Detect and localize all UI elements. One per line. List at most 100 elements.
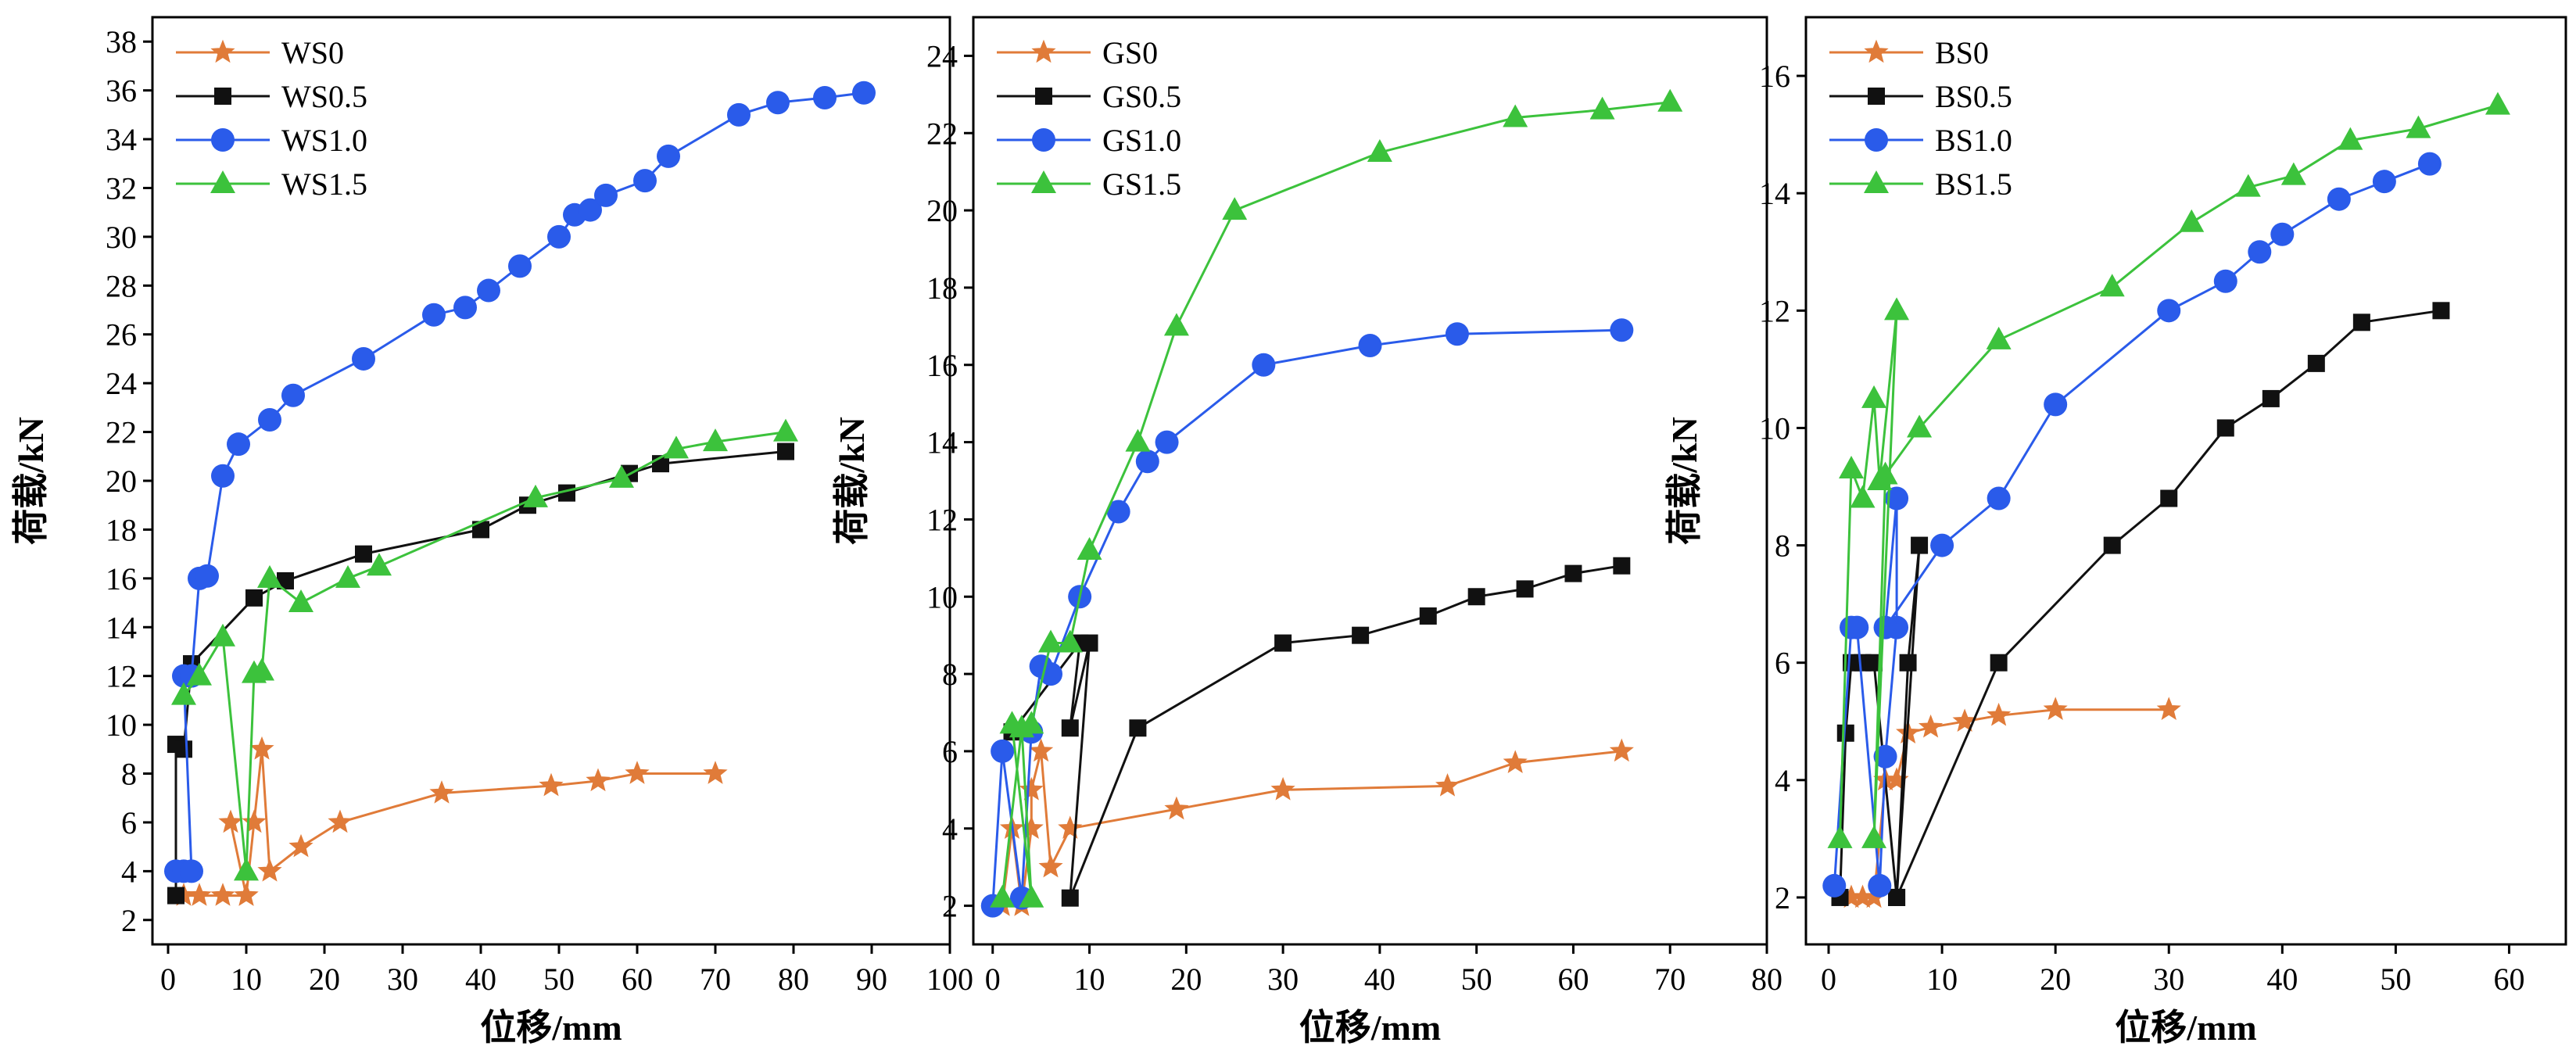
data-point [1019, 711, 1044, 734]
y-tick-label: 4 [1775, 763, 1790, 798]
data-point [2338, 127, 2363, 150]
data-point [422, 303, 446, 327]
data-point [1061, 719, 1079, 737]
series-WS0 [171, 736, 728, 906]
legend-marker [1031, 170, 1056, 193]
data-point [1029, 738, 1054, 762]
data-point [477, 278, 500, 303]
data-point [852, 81, 876, 105]
x-tick-label: 80 [778, 962, 809, 997]
data-point [258, 407, 281, 432]
y-tick-label: 6 [121, 805, 137, 840]
data-point [1907, 414, 1933, 438]
legend-label: BS1.0 [1935, 123, 2012, 158]
x-axis-title: 位移/mm [1299, 1008, 1441, 1048]
y-tick-label: 12 [1759, 293, 1790, 328]
legend-label: WS1.5 [281, 167, 367, 202]
data-point [1839, 455, 1865, 478]
data-point [1822, 873, 1847, 897]
legend-marker [214, 88, 231, 105]
x-tick-label: 100 [926, 962, 973, 997]
data-point [1885, 486, 1909, 511]
series-line [1011, 564, 1622, 899]
y-tick-label: 16 [106, 561, 137, 596]
data-point [2179, 209, 2205, 232]
legend-label: WS0 [281, 35, 344, 70]
x-tick-label: 50 [2380, 962, 2411, 997]
legend-marker [1865, 128, 1888, 152]
y-tick-label: 6 [1775, 646, 1790, 681]
data-point [1222, 197, 1248, 220]
x-axis-title: 位移/mm [480, 1008, 622, 1048]
chart-panel-3: 0 10 20 30 40 50 60246810121416位移/mm荷载/kNBS0BS… [1664, 16, 2567, 1048]
y-tick-label: 18 [106, 512, 137, 547]
data-point [1503, 104, 1528, 127]
data-point [539, 772, 564, 797]
data-point [2156, 697, 2181, 721]
data-point [633, 169, 657, 193]
series-line [1839, 309, 2442, 898]
data-point [1986, 326, 2012, 349]
data-point [2280, 162, 2306, 185]
plot-frame [151, 16, 951, 946]
data-point [453, 296, 477, 320]
x-tick-label: 10 [1926, 962, 1958, 997]
data-point [1836, 724, 1854, 742]
data-point [257, 564, 282, 588]
data-point [594, 183, 618, 207]
data-point [1163, 313, 1189, 336]
series-line [176, 91, 865, 872]
series-line [182, 431, 786, 872]
series-BS1.0 [1822, 152, 2442, 897]
data-point [586, 768, 611, 792]
series-line [1001, 101, 1671, 898]
data-point [2157, 299, 2181, 323]
x-tick-label: 0 [160, 962, 176, 997]
y-tick-label: 28 [106, 268, 137, 303]
data-point [227, 432, 250, 457]
data-point [2103, 536, 2121, 554]
y-tick-label: 14 [926, 425, 958, 460]
x-tick-label: 10 [231, 962, 262, 997]
data-point [2485, 91, 2510, 115]
data-point [508, 254, 532, 278]
data-point [2417, 152, 2442, 176]
data-point [625, 761, 650, 784]
data-point [1911, 536, 1929, 554]
data-point [766, 91, 790, 115]
data-point [171, 682, 196, 705]
y-tick-label: 18 [926, 270, 958, 306]
x-tick-label: 40 [2266, 962, 2298, 997]
series-BS0 [1839, 697, 2181, 908]
y-tick-label: 22 [106, 415, 137, 450]
data-point [2262, 389, 2280, 407]
chart-panel-2: 0 10 20 30 40 50 60 70 8024681012141618202224位移/… [832, 16, 1782, 1048]
y-tick-label: 2 [942, 889, 958, 924]
data-point [1445, 322, 1469, 346]
data-point [1868, 873, 1892, 897]
x-tick-label: 30 [1267, 962, 1299, 997]
x-tick-label: 0 [1821, 962, 1836, 997]
data-point [1610, 318, 1634, 342]
data-point [1609, 738, 1634, 762]
data-point [1884, 297, 1910, 321]
y-tick-label: 16 [1759, 59, 1790, 94]
data-point [257, 858, 282, 882]
series-GS0.5 [1003, 557, 1631, 907]
data-point [1657, 88, 1683, 112]
data-point [288, 833, 313, 858]
data-point [991, 739, 1015, 763]
data-point [703, 428, 728, 452]
y-tick-label: 30 [106, 220, 137, 255]
data-point [180, 859, 203, 883]
y-axis-title: 荷载/kN [832, 417, 872, 545]
data-point [523, 484, 548, 507]
data-point [2044, 392, 2068, 417]
legend: BS0 BS0.5 BS1.0 BS1.5 [1829, 35, 2012, 202]
data-point [1352, 626, 1370, 644]
x-tick-label: 60 [1557, 962, 1589, 997]
x-tick-label: 20 [2040, 962, 2071, 997]
x-tick-label: 40 [465, 962, 496, 997]
series-GS0 [990, 738, 1634, 916]
